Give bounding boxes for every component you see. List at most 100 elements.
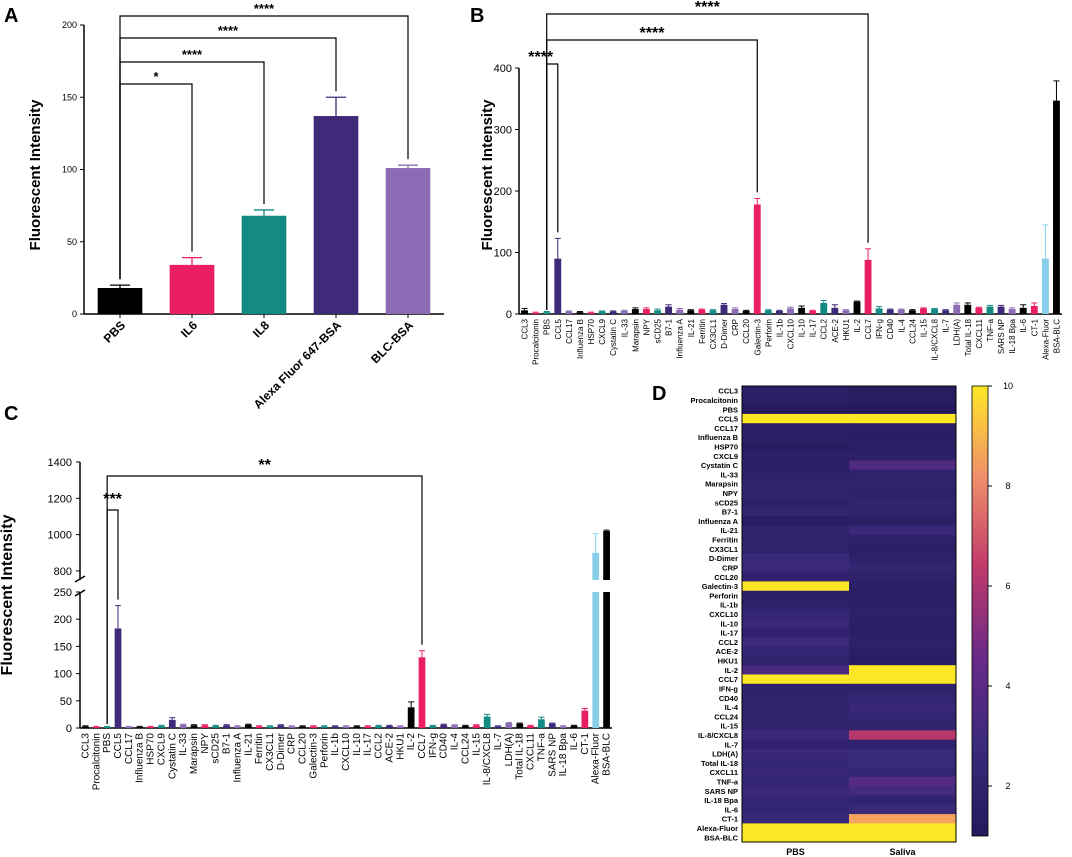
heatmap-cell-alexa-fluor-saliva: [849, 823, 957, 834]
panel-c-category-label: CCL3: [80, 733, 91, 759]
panel-c-category-label: sCD25: [211, 733, 222, 764]
panel-c-bar-il-2: [407, 707, 415, 728]
panel-b-bar-il-33: [620, 310, 628, 314]
panel-c-axes: 0 50 100 150 200 250 800 1000 1200 1400: [48, 457, 612, 735]
panel-b-axes: 0 100 200 300 400: [494, 63, 1062, 321]
heatmap-cell-ldh-a-saliva: [849, 748, 957, 759]
panel-c-category-label: SARS NP: [547, 733, 558, 777]
panel-b-category-label: IL-7: [942, 318, 951, 332]
heatmap-cell-hku1-saliva: [849, 655, 957, 666]
heatmap-cell-ccl3-saliva: [849, 386, 957, 396]
panel-a-y-title: Fluorescent Intensity: [27, 99, 44, 251]
panel-b-category-label: Total IL-18: [964, 318, 973, 356]
panel-c-category-label: Total IL-18: [515, 733, 526, 780]
heatmap-cell-il-15-pbs: [742, 721, 850, 731]
heatmap-cell-crp-pbs: [742, 562, 850, 573]
panel-c-axis-break-mark: [74, 589, 86, 597]
panel-c-bar-ccl5: [114, 628, 122, 728]
heatmap-cell-il-4-pbs: [742, 702, 850, 713]
panel-c-y-tick-label: 1400: [48, 457, 72, 469]
heatmap-cell-il-21-pbs: [742, 525, 850, 536]
panel-c-y-tick-label: 150: [54, 641, 72, 653]
panel-c-category-label: IL-6: [569, 733, 580, 751]
panel-c-category-label: CD40: [439, 733, 450, 759]
heatmap-cell-galectin-3-saliva: [849, 581, 957, 592]
heatmap-frame: [741, 385, 957, 843]
heatmap-row-label: Influenza B: [698, 433, 739, 442]
heatmap-row-label: CCL2: [718, 638, 738, 647]
panel-b-category-label: sCD25: [654, 318, 663, 343]
panel-c-category-label: IL-10: [352, 733, 363, 756]
heatmap-cell-cd40-saliva: [849, 693, 957, 703]
panel-b-bar-il-10: [798, 307, 806, 314]
panel-b-bar-hku1: [842, 310, 850, 314]
panel-b-category-label: CCL20: [742, 318, 751, 343]
panel-c-bar-il-1b: [331, 726, 339, 728]
heatmap-cell-il-10-saliva: [849, 618, 957, 629]
panel-b-bar-il-18-bpa: [1008, 309, 1016, 314]
panel-b-category-label: CCL5: [554, 318, 563, 339]
panel-c-category-label: PBS: [102, 733, 113, 753]
heatmap-cell-cx3cl1-pbs: [742, 544, 850, 555]
panel-b-category-label: CXCL11: [975, 318, 984, 348]
panel-c-category-label: IL-2: [406, 733, 417, 751]
heatmap-cell-il-1b-saliva: [849, 600, 957, 610]
heatmap-row-label: IL-7: [725, 740, 738, 749]
panel-label-d: D: [652, 383, 666, 405]
panel-a-sig-label: ****: [218, 23, 239, 38]
heatmap-cell-ccl2-saliva: [849, 637, 957, 648]
panel-c-bar-cxcl10: [342, 726, 350, 728]
panel-c-category-label: IL-15: [471, 733, 482, 756]
panel-c-bar-galectin-3: [310, 726, 317, 728]
panel-a-sig-label: ****: [182, 47, 203, 62]
heatmap-cell-ferritin-saliva: [849, 534, 957, 545]
heatmap-cell-ccl5-pbs: [742, 413, 850, 424]
heatmap-row-label: BSA-BLC: [704, 833, 738, 842]
panel-b-sig-label: ****: [640, 25, 666, 42]
panel-c-bar-ccl2: [375, 725, 382, 728]
heatmap-cell-cxcl9-saliva: [849, 451, 957, 461]
heatmap-row-label: CCL5: [718, 415, 738, 424]
heatmap-row-label: IL-2: [725, 666, 738, 675]
heatmap-cell-il-1b-pbs: [742, 600, 850, 610]
heatmap-cell-ccl24-pbs: [742, 711, 850, 722]
heatmap-cell-hsp70-pbs: [742, 441, 850, 452]
panel-c-category-label: CCL2: [374, 733, 385, 759]
panel-c-category-label: CXCL11: [526, 733, 537, 770]
panel-c-sig-label: ***: [103, 491, 122, 508]
panel-d: D CCL3ProcalcitoninPBSCCL5CCL17Influenza…: [652, 381, 1013, 857]
panel-b-bar-procalcitonin: [532, 312, 540, 314]
panel-c-category-label: CCL17: [124, 733, 135, 765]
heatmap-cell-il-6-saliva: [849, 804, 957, 815]
heatmap-cell-pbs-saliva: [849, 404, 957, 415]
heatmap-row-label: Marapsin: [705, 480, 738, 489]
panel-a-category-label: IL6: [178, 318, 200, 340]
panel-c-bar-ccl17: [125, 726, 133, 728]
panel-c-bar-bsa-blc: [603, 592, 610, 728]
panel-b-category-label: CCL2: [820, 318, 829, 339]
panel-c-category-label: IL-7: [493, 733, 504, 751]
panel-c-category-label: Alexa-Fluor: [591, 732, 602, 784]
heatmap-cell-ccl7-pbs: [742, 674, 850, 685]
heatmap-cell-procalcitonin-pbs: [742, 395, 850, 406]
heatmap-cells: [741, 385, 957, 843]
heatmap-cell-perforin-saliva: [849, 590, 957, 601]
panel-c-category-label: Galectin-3: [308, 733, 319, 779]
panel-c-bar-cxcl11: [527, 725, 534, 728]
heatmap-cell-b7-1-saliva: [849, 506, 957, 517]
heatmap-cell-influenza-a-saliva: [849, 516, 957, 527]
panel-c-category-label: IL-21: [243, 733, 254, 756]
panel-b-y-tick-label: 0: [506, 309, 512, 321]
panel-b-bar-il-1b: [775, 310, 783, 314]
heatmap-cell-il-17-pbs: [742, 627, 850, 638]
panel-c-bar-pbs: [103, 726, 111, 728]
panel-label-b: B: [470, 5, 484, 27]
panel-b-category-label: IL-15: [919, 318, 928, 337]
panel-c-bar-cxcl9: [158, 725, 165, 728]
heatmap-row-label: NPY: [723, 489, 738, 498]
colorbar-gradient: [971, 385, 989, 837]
panel-b-category-label: D-Dimer: [720, 319, 729, 349]
heatmap-cell-il-2-pbs: [742, 665, 850, 675]
panel-b-category-label: Cystatin C: [609, 319, 618, 356]
heatmap-row-label: CCL20: [714, 573, 738, 582]
